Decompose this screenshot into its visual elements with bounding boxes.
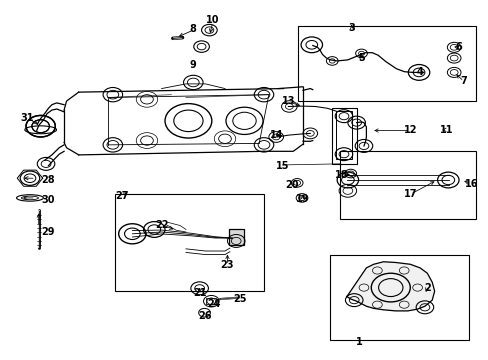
Text: 2: 2: [423, 283, 430, 293]
Text: 21: 21: [192, 288, 206, 298]
Text: 15: 15: [275, 161, 289, 171]
Text: 25: 25: [232, 294, 246, 304]
Text: 27: 27: [115, 191, 128, 201]
Text: 22: 22: [155, 220, 168, 230]
Text: 24: 24: [207, 299, 221, 309]
Bar: [329, 255, 468, 339]
Text: 28: 28: [41, 175, 55, 185]
Text: 16: 16: [464, 179, 477, 189]
Bar: [335, 111, 351, 159]
Text: 17: 17: [403, 189, 416, 199]
Text: 9: 9: [189, 60, 196, 70]
Bar: [298, 26, 475, 101]
Text: 8: 8: [189, 24, 196, 35]
Polygon shape: [346, 262, 434, 311]
Bar: [206, 298, 216, 304]
Text: 5: 5: [357, 53, 364, 63]
Text: 13: 13: [281, 96, 295, 106]
Bar: [115, 194, 264, 291]
Bar: [331, 108, 356, 164]
Text: 26: 26: [197, 311, 211, 321]
Text: 29: 29: [41, 227, 55, 237]
Text: 4: 4: [416, 67, 423, 77]
Text: 6: 6: [455, 42, 462, 52]
Text: 23: 23: [220, 260, 234, 270]
Bar: [228, 229, 243, 244]
Text: 30: 30: [41, 195, 55, 205]
Text: 12: 12: [403, 125, 416, 135]
Text: 7: 7: [460, 76, 467, 86]
Text: 3: 3: [347, 23, 354, 33]
Text: 19: 19: [296, 194, 309, 204]
Text: 14: 14: [269, 130, 283, 140]
Bar: [339, 151, 475, 220]
Text: 31: 31: [20, 113, 34, 123]
Text: 10: 10: [205, 15, 219, 26]
Text: 11: 11: [439, 125, 453, 135]
Text: 18: 18: [335, 170, 348, 180]
Text: 20: 20: [285, 180, 299, 190]
Text: 1: 1: [355, 337, 362, 347]
